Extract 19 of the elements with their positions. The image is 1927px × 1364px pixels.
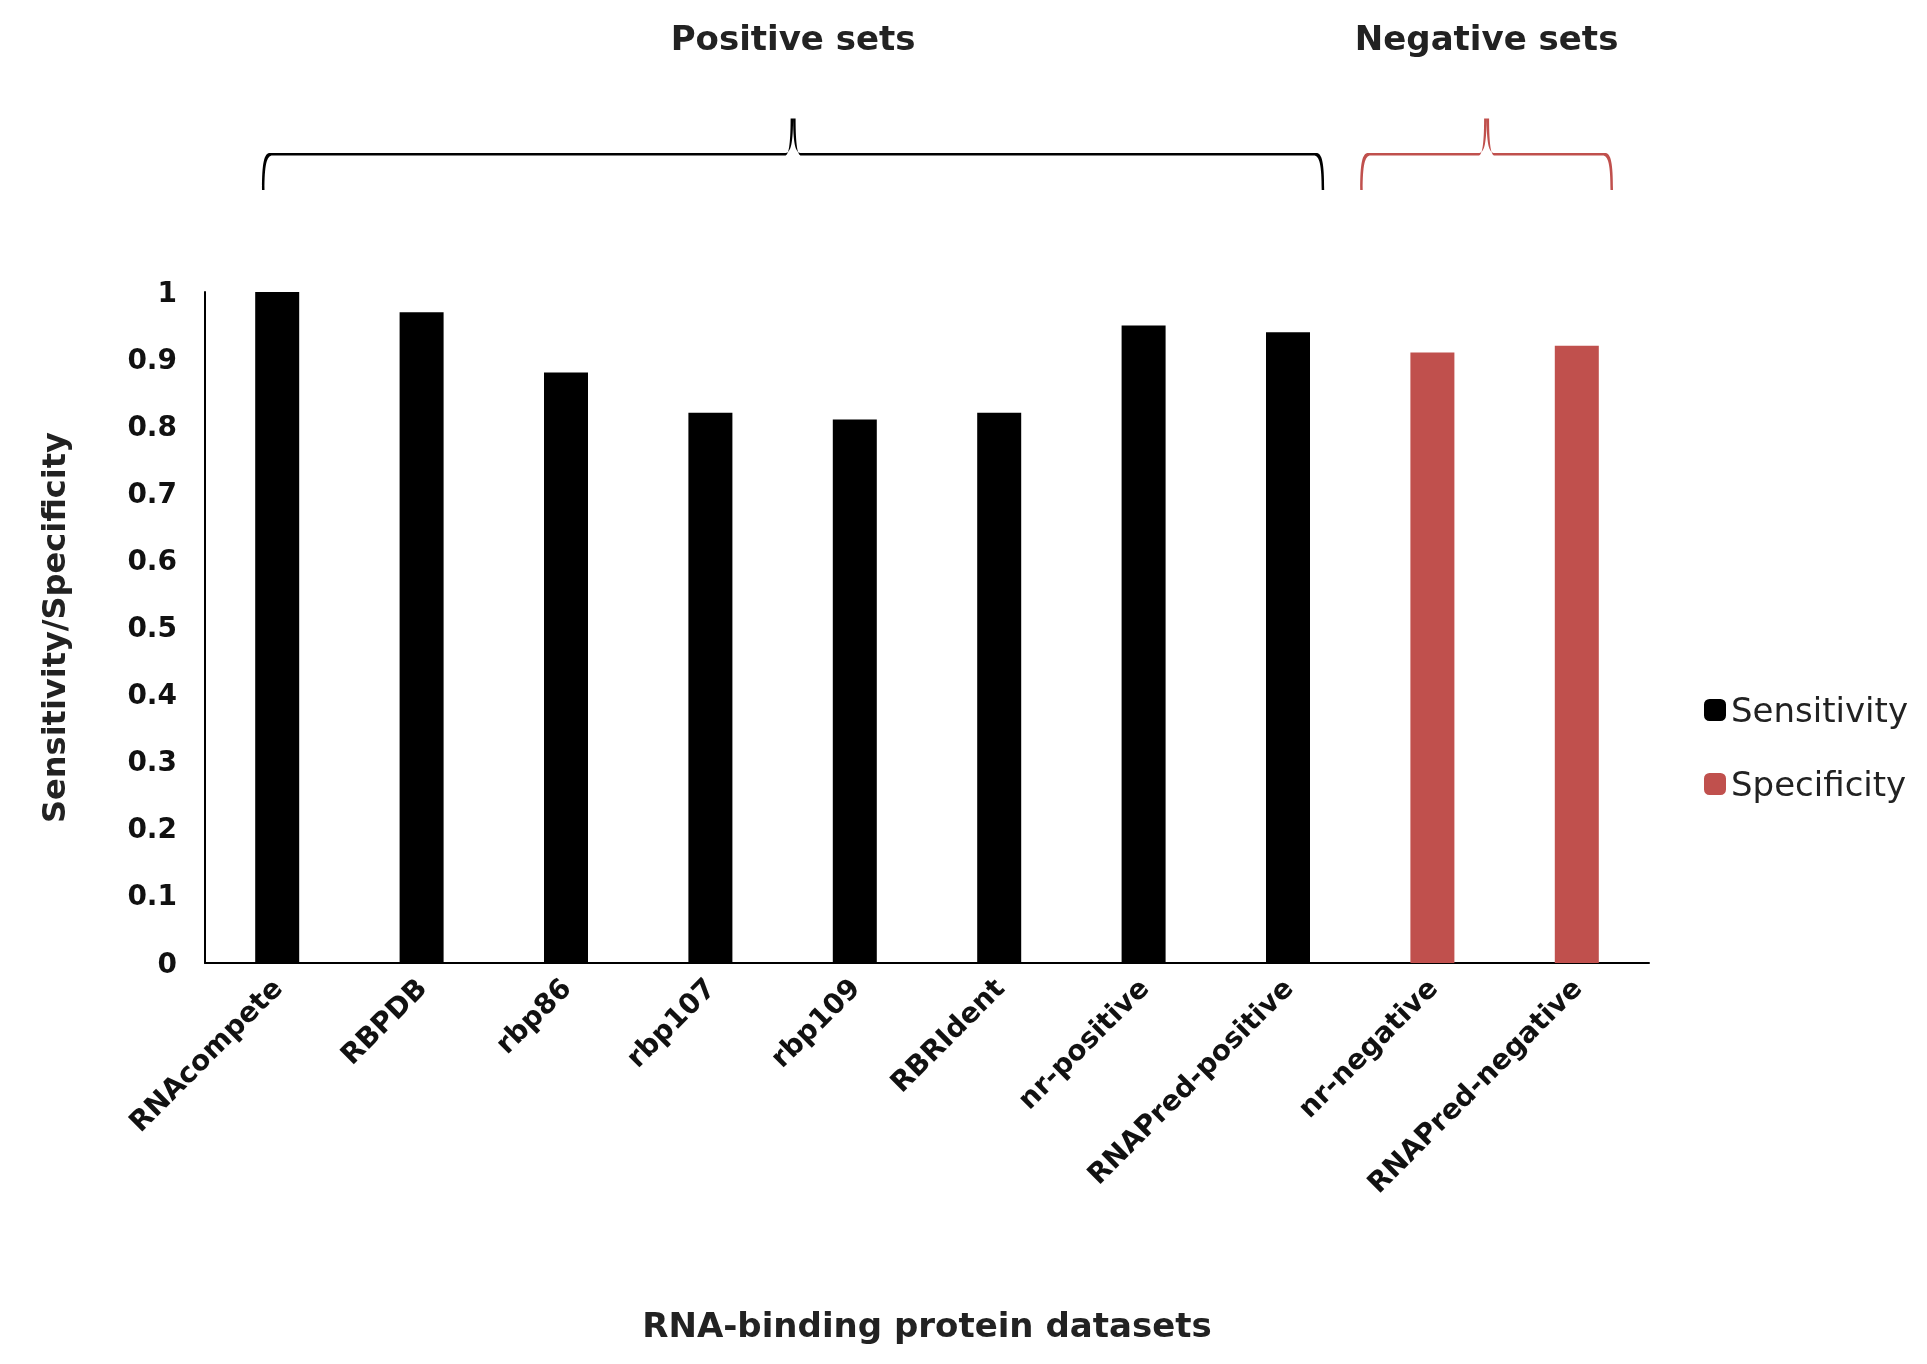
legend-label: Specificity bbox=[1731, 764, 1907, 804]
y-tick-label: 0.8 bbox=[127, 409, 177, 443]
x-axis-title: RNA-binding protein datasets bbox=[642, 1305, 1212, 1345]
y-axis-title: Sensitivity/Specificity bbox=[35, 431, 73, 823]
text: Positive sets bbox=[670, 18, 916, 58]
bar bbox=[1410, 352, 1455, 963]
y-tick-label: 0.3 bbox=[127, 745, 177, 779]
y-tick-label: 0.2 bbox=[127, 812, 177, 846]
bar bbox=[1554, 345, 1599, 963]
y-tick-label: 0.9 bbox=[127, 342, 177, 376]
y-tick-label: 1 bbox=[157, 275, 177, 309]
y-tick-label: 0.5 bbox=[127, 611, 177, 644]
y-tick-label: 0.4 bbox=[127, 678, 177, 712]
legend-label: Sensitivity bbox=[1731, 690, 1909, 730]
y-tick-label: 0.6 bbox=[127, 543, 177, 577]
y-tick-label: 0.7 bbox=[127, 476, 177, 510]
y-tick-label: 0 bbox=[157, 946, 177, 980]
text: Negative sets bbox=[1354, 18, 1619, 58]
y-tick-label: 0.1 bbox=[127, 879, 177, 913]
